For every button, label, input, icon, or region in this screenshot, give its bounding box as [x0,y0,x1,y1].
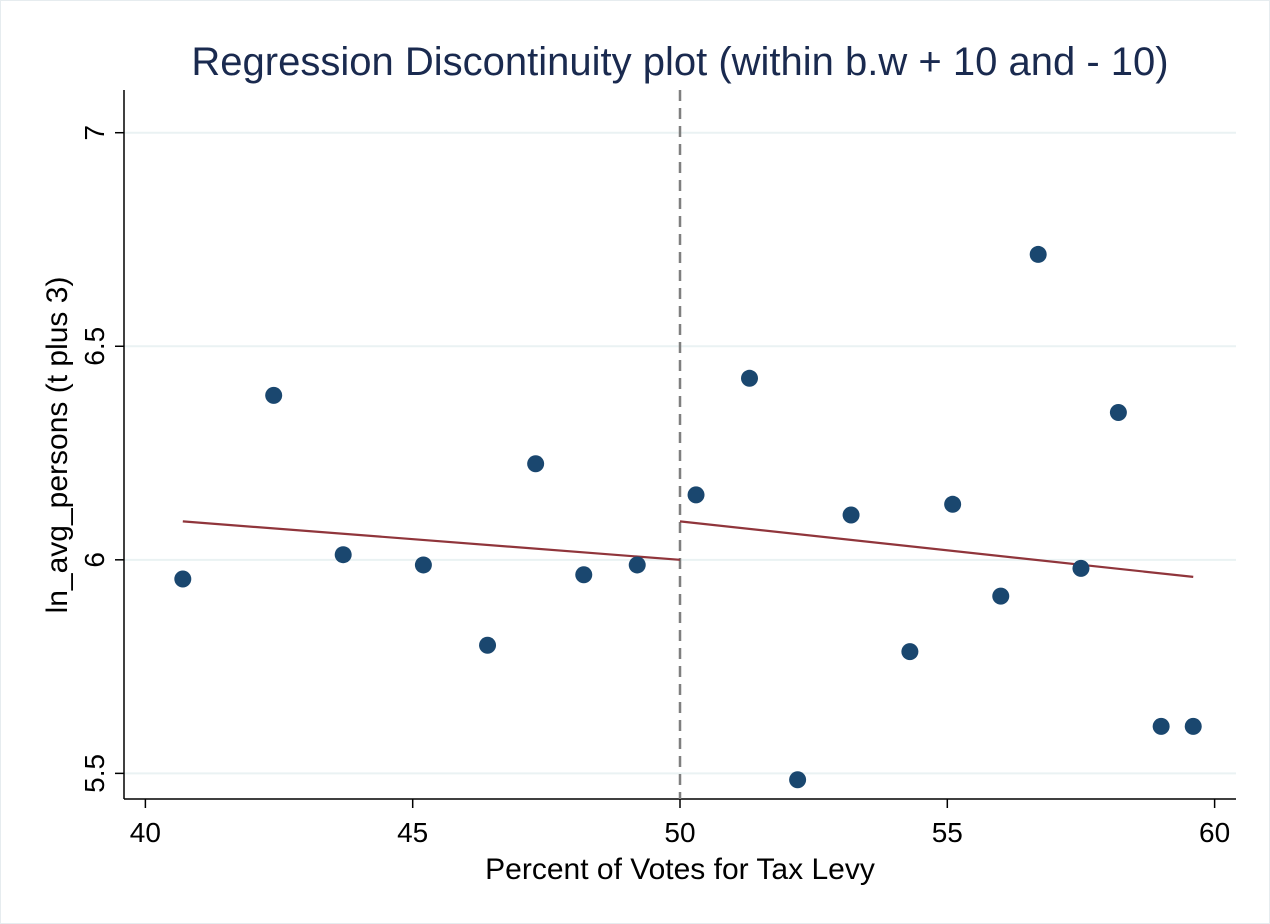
data-point [1184,717,1202,735]
x-tick-label: 45 [397,817,428,848]
data-point [992,587,1010,605]
data-point [901,643,919,661]
data-point [527,455,545,473]
data-point [944,495,962,513]
x-tick-label: 50 [664,817,695,848]
data-point [414,556,432,574]
chart-title: Regression Discontinuity plot (within b.… [191,40,1168,84]
data-point [1152,717,1170,735]
data-point [789,771,807,789]
x-tick-label: 55 [932,817,963,848]
data-point [575,566,593,584]
data-point [174,570,192,588]
y-tick-label: 7 [79,125,110,141]
data-point [334,546,352,564]
left-fit-line [182,520,681,561]
axes: 40 45 50 55 60 5.5 6 6.5 7 [79,90,1236,848]
y-tick-label: 6 [79,552,110,568]
data-point [687,486,705,504]
data-point [1029,245,1047,263]
x-axis-label: Percent of Votes for Tax Levy [485,853,875,886]
data-point [1109,403,1127,421]
y-tick-label: 6.5 [79,327,110,366]
data-point [1072,559,1090,577]
x-tick-label: 40 [130,817,161,848]
data-point [741,369,758,387]
data-point [628,556,646,574]
data-points [174,245,1202,789]
x-tick-label: 60 [1199,817,1230,848]
data-point [842,506,860,524]
right-fit-line [679,520,1194,578]
y-tick-label: 5.5 [79,754,110,793]
y-axis-label: ln_avg_persons (t plus 3) [41,277,74,614]
data-point [479,636,497,654]
data-point [265,386,283,404]
fit-lines [182,90,1194,799]
